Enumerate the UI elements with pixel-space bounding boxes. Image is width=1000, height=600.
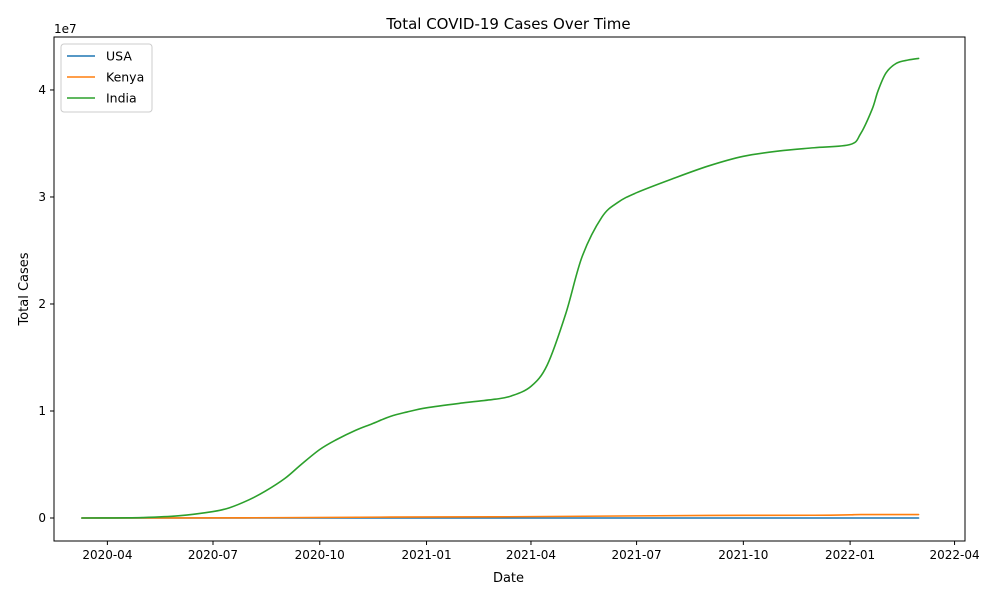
plot-lines [81,57,920,519]
y-axis-offset-label: 1e7 [54,22,77,36]
x-tick-label: 2021-07 [612,548,662,562]
x-tick-label: 2020-10 [295,548,345,562]
x-tick-label: 2022-04 [929,548,979,562]
y-axis-ticks: 0 1 2 3 4 [38,83,54,525]
x-axis-title: Date [493,571,524,586]
series-line-kenya [81,513,920,519]
y-axis-title: Total Cases [17,252,32,326]
legend-label-usa: USA [106,49,132,64]
x-axis-ticks: 2020-04 2020-07 2020-10 2021-01 2021-04 2021-… [82,541,980,562]
x-tick-label: 2021-01 [401,548,451,562]
legend-label-kenya: Kenya [106,70,144,85]
legend: USA Kenya India [60,43,153,113]
y-tick-label: 2 [38,297,46,311]
chart-title: Total COVID-19 Cases Over Time [385,15,630,33]
x-tick-label: 2020-04 [82,548,132,562]
plot-frame [53,36,966,542]
y-tick-label: 1 [38,404,46,418]
y-tick-label: 4 [38,83,46,97]
x-tick-label: 2020-07 [188,548,238,562]
legend-box [60,43,153,113]
x-tick-label: 2021-10 [718,548,768,562]
series-line-india [81,57,920,519]
y-tick-label: 0 [38,511,46,525]
x-tick-label: 2022-01 [825,548,875,562]
legend-label-india: India [106,91,137,106]
x-tick-label: 2021-04 [506,548,556,562]
y-tick-label: 3 [38,190,46,204]
